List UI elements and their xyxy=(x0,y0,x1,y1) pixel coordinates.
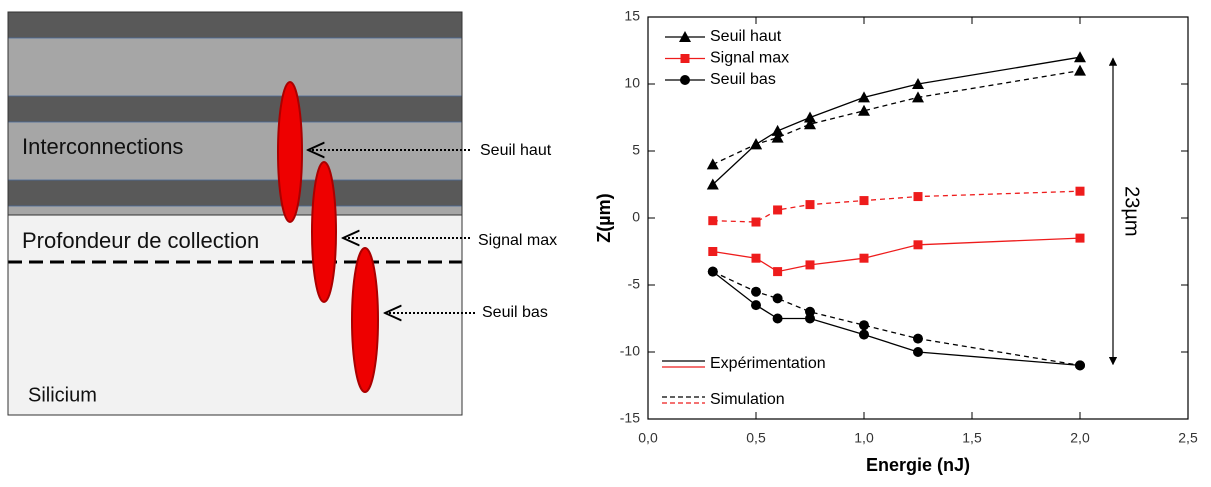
ion-track xyxy=(311,161,337,303)
ion-track xyxy=(351,247,379,393)
layer-label: Profondeur de collection xyxy=(22,228,259,253)
marker xyxy=(751,300,761,311)
marker xyxy=(680,54,690,63)
marker xyxy=(771,124,784,136)
marker xyxy=(707,266,718,277)
y-tick-label: 10 xyxy=(624,75,640,91)
layer-label: Silicium xyxy=(28,384,97,406)
y-axis-title: Z(µm) xyxy=(594,193,614,242)
marker xyxy=(805,306,815,317)
marker xyxy=(706,158,719,170)
series-line xyxy=(712,237,1081,273)
marker xyxy=(772,313,783,324)
marker xyxy=(772,293,783,304)
y-tick-label: -10 xyxy=(620,343,640,359)
marker xyxy=(679,31,691,42)
marker xyxy=(913,192,923,202)
marker xyxy=(804,118,816,130)
series-line xyxy=(712,271,1081,367)
series-line xyxy=(712,190,1081,223)
y-tick-label: 5 xyxy=(632,142,640,158)
marker xyxy=(805,200,815,210)
marker xyxy=(913,347,923,357)
marker xyxy=(1075,360,1085,371)
marker xyxy=(751,217,761,227)
x-axis-title: Energie (nJ) xyxy=(866,455,970,475)
legend-label: Seuil bas xyxy=(710,71,776,88)
marker xyxy=(751,253,761,263)
marker xyxy=(751,286,761,297)
x-tick-label: 2,5 xyxy=(1178,430,1198,446)
marker xyxy=(773,267,783,277)
series-line xyxy=(712,271,1081,367)
metal-layer xyxy=(7,95,463,123)
marker xyxy=(858,104,870,116)
marker xyxy=(913,240,923,250)
marker xyxy=(1075,233,1085,243)
marker xyxy=(859,320,869,331)
y-tick-label: -15 xyxy=(620,410,640,426)
ion-track xyxy=(277,81,303,223)
y-tick-label: 0 xyxy=(632,209,640,225)
y-tick-label: 15 xyxy=(624,8,640,24)
x-tick-label: 2,0 xyxy=(1070,430,1090,446)
marker xyxy=(859,196,869,206)
x-tick-label: 0,5 xyxy=(746,430,766,446)
layer-label: Interconnections xyxy=(22,134,183,159)
arrow-label: Seuil haut xyxy=(480,142,552,159)
marker xyxy=(708,216,718,226)
legend-label: Signal max xyxy=(710,50,789,67)
marker xyxy=(804,111,816,123)
chart: Energie (nJ) Z(µm) 0,0 0,5 1,0 1,5 2,0 2,5 -15… xyxy=(594,8,1198,475)
marker xyxy=(706,178,719,190)
frame xyxy=(7,11,463,416)
marker xyxy=(773,205,783,215)
y-tick-label: -5 xyxy=(628,276,641,292)
legend-label: Simulation xyxy=(710,391,785,408)
marker xyxy=(912,78,924,89)
metal-layer xyxy=(7,11,463,39)
marker xyxy=(859,329,869,340)
metal-layer xyxy=(7,179,463,207)
diagram: Interconnections Profondeur de collectio… xyxy=(7,11,557,416)
marker xyxy=(1074,51,1086,63)
arrow-label: Signal max xyxy=(478,232,557,249)
marker xyxy=(805,260,815,270)
marker xyxy=(859,253,869,263)
marker xyxy=(913,333,923,344)
annotation: 23µm xyxy=(1121,186,1143,236)
marker xyxy=(750,138,762,150)
marker xyxy=(1075,186,1085,196)
x-tick-label: 1,5 xyxy=(962,430,982,446)
legend-label: Expérimentation xyxy=(710,355,826,372)
arrow-label: Seuil bas xyxy=(482,304,548,321)
legend-label: Seuil haut xyxy=(710,28,782,45)
marker xyxy=(771,131,784,143)
marker xyxy=(1074,64,1086,76)
marker xyxy=(858,91,870,103)
x-tick-label: 1,0 xyxy=(854,430,874,446)
marker xyxy=(680,75,690,85)
marker xyxy=(912,91,924,103)
x-tick-label: 0,0 xyxy=(638,430,658,446)
marker xyxy=(708,247,718,256)
